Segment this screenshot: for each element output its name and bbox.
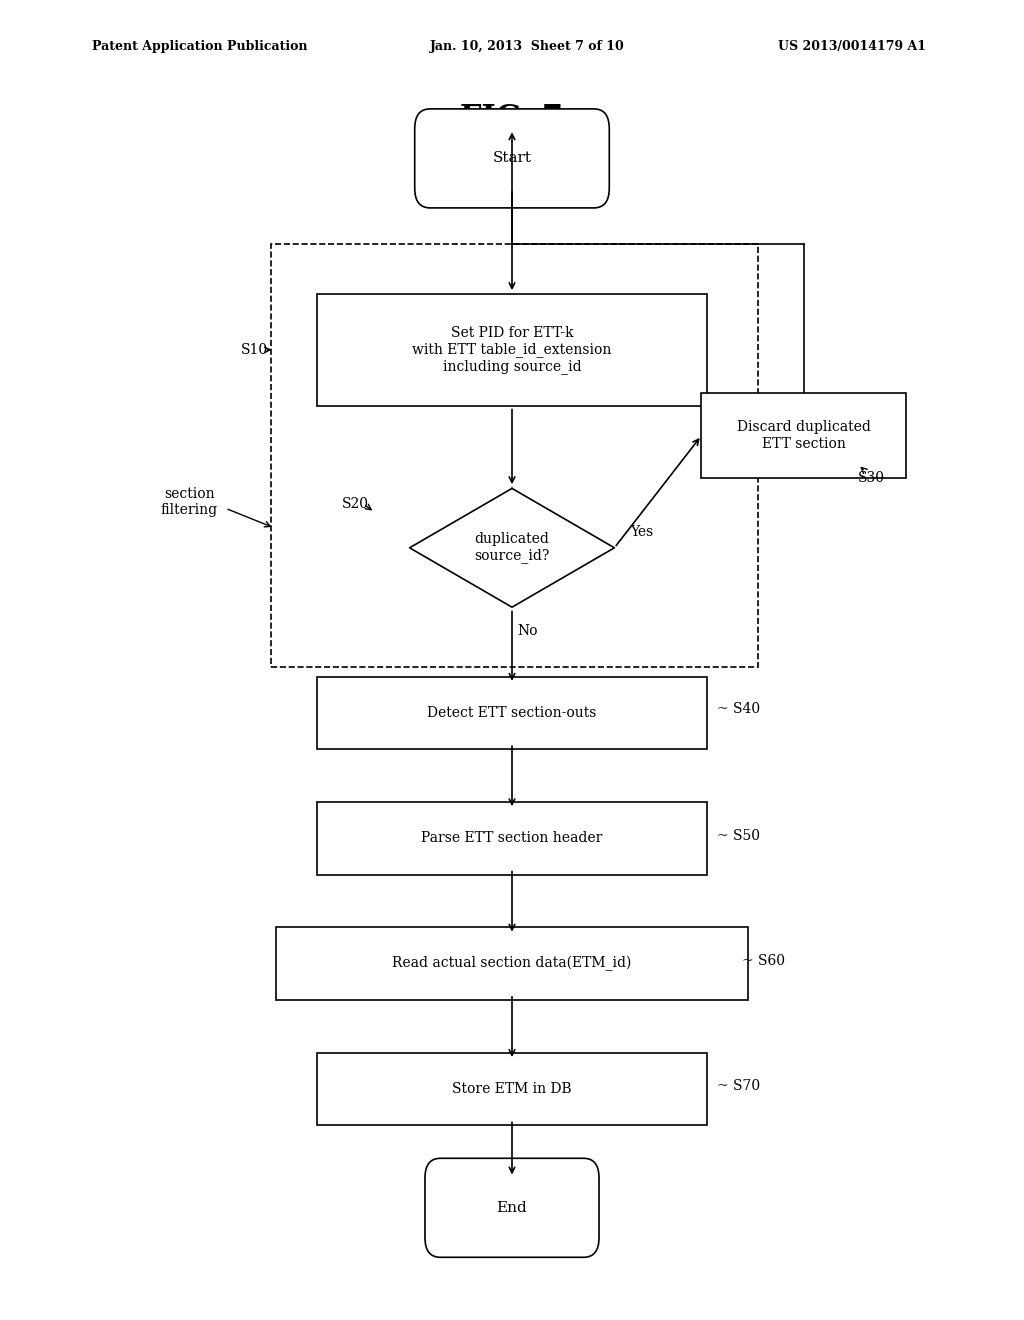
- Text: End: End: [497, 1201, 527, 1214]
- Text: duplicated
source_id?: duplicated source_id?: [474, 532, 550, 564]
- Text: Parse ETT section header: Parse ETT section header: [421, 832, 603, 845]
- Text: S30: S30: [858, 471, 885, 484]
- FancyBboxPatch shape: [701, 392, 906, 478]
- Text: Yes: Yes: [630, 524, 653, 539]
- Text: Patent Application Publication: Patent Application Publication: [92, 40, 307, 53]
- Text: FIG. 7: FIG. 7: [461, 103, 563, 135]
- Bar: [271, 244, 758, 667]
- FancyBboxPatch shape: [415, 110, 609, 207]
- Text: ~ S40: ~ S40: [717, 702, 760, 715]
- FancyBboxPatch shape: [317, 676, 707, 750]
- Text: S20: S20: [342, 498, 369, 511]
- FancyBboxPatch shape: [425, 1159, 599, 1257]
- FancyBboxPatch shape: [317, 294, 707, 407]
- Text: S10: S10: [242, 343, 268, 356]
- Text: Read actual section data(ETM_id): Read actual section data(ETM_id): [392, 956, 632, 972]
- FancyBboxPatch shape: [317, 1053, 707, 1125]
- Text: Start: Start: [493, 152, 531, 165]
- Text: US 2013/0014179 A1: US 2013/0014179 A1: [778, 40, 927, 53]
- Text: ~ S50: ~ S50: [717, 829, 760, 842]
- FancyBboxPatch shape: [276, 927, 748, 1001]
- Text: section
filtering: section filtering: [161, 487, 218, 516]
- Text: Detect ETT section-outs: Detect ETT section-outs: [427, 706, 597, 719]
- Text: Store ETM in DB: Store ETM in DB: [453, 1082, 571, 1096]
- Text: No: No: [517, 624, 538, 639]
- Text: Discard duplicated
ETT section: Discard duplicated ETT section: [737, 421, 870, 450]
- Text: Set PID for ETT-k
with ETT table_id_extension
including source_id: Set PID for ETT-k with ETT table_id_exte…: [413, 326, 611, 374]
- Text: ~ S60: ~ S60: [742, 954, 785, 968]
- FancyBboxPatch shape: [317, 803, 707, 875]
- Text: Jan. 10, 2013  Sheet 7 of 10: Jan. 10, 2013 Sheet 7 of 10: [430, 40, 625, 53]
- Polygon shape: [410, 488, 614, 607]
- Text: ~ S70: ~ S70: [717, 1080, 760, 1093]
